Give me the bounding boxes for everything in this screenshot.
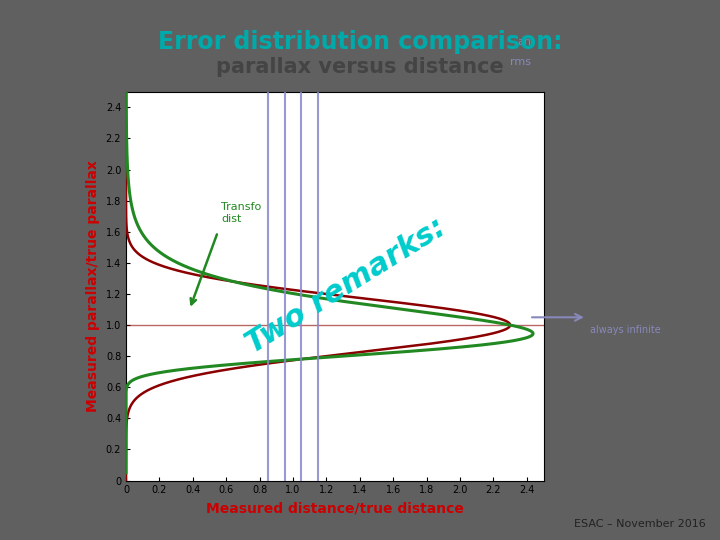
Text: always infinite: always infinite [590, 325, 661, 335]
Text: parallax versus distance: parallax versus distance [216, 57, 504, 77]
Text: an: an [517, 37, 531, 47]
X-axis label: Measured distance/true distance: Measured distance/true distance [206, 501, 464, 515]
Text: rms: rms [510, 57, 531, 66]
Text: Transfo
dist: Transfo dist [221, 202, 261, 224]
Y-axis label: Measured parallax/true parallax: Measured parallax/true parallax [86, 160, 100, 412]
Text: Error distribution comparison:: Error distribution comparison: [158, 30, 562, 53]
Text: Two remarks:: Two remarks: [240, 213, 451, 360]
Text: ESAC – November 2016: ESAC – November 2016 [574, 519, 706, 529]
